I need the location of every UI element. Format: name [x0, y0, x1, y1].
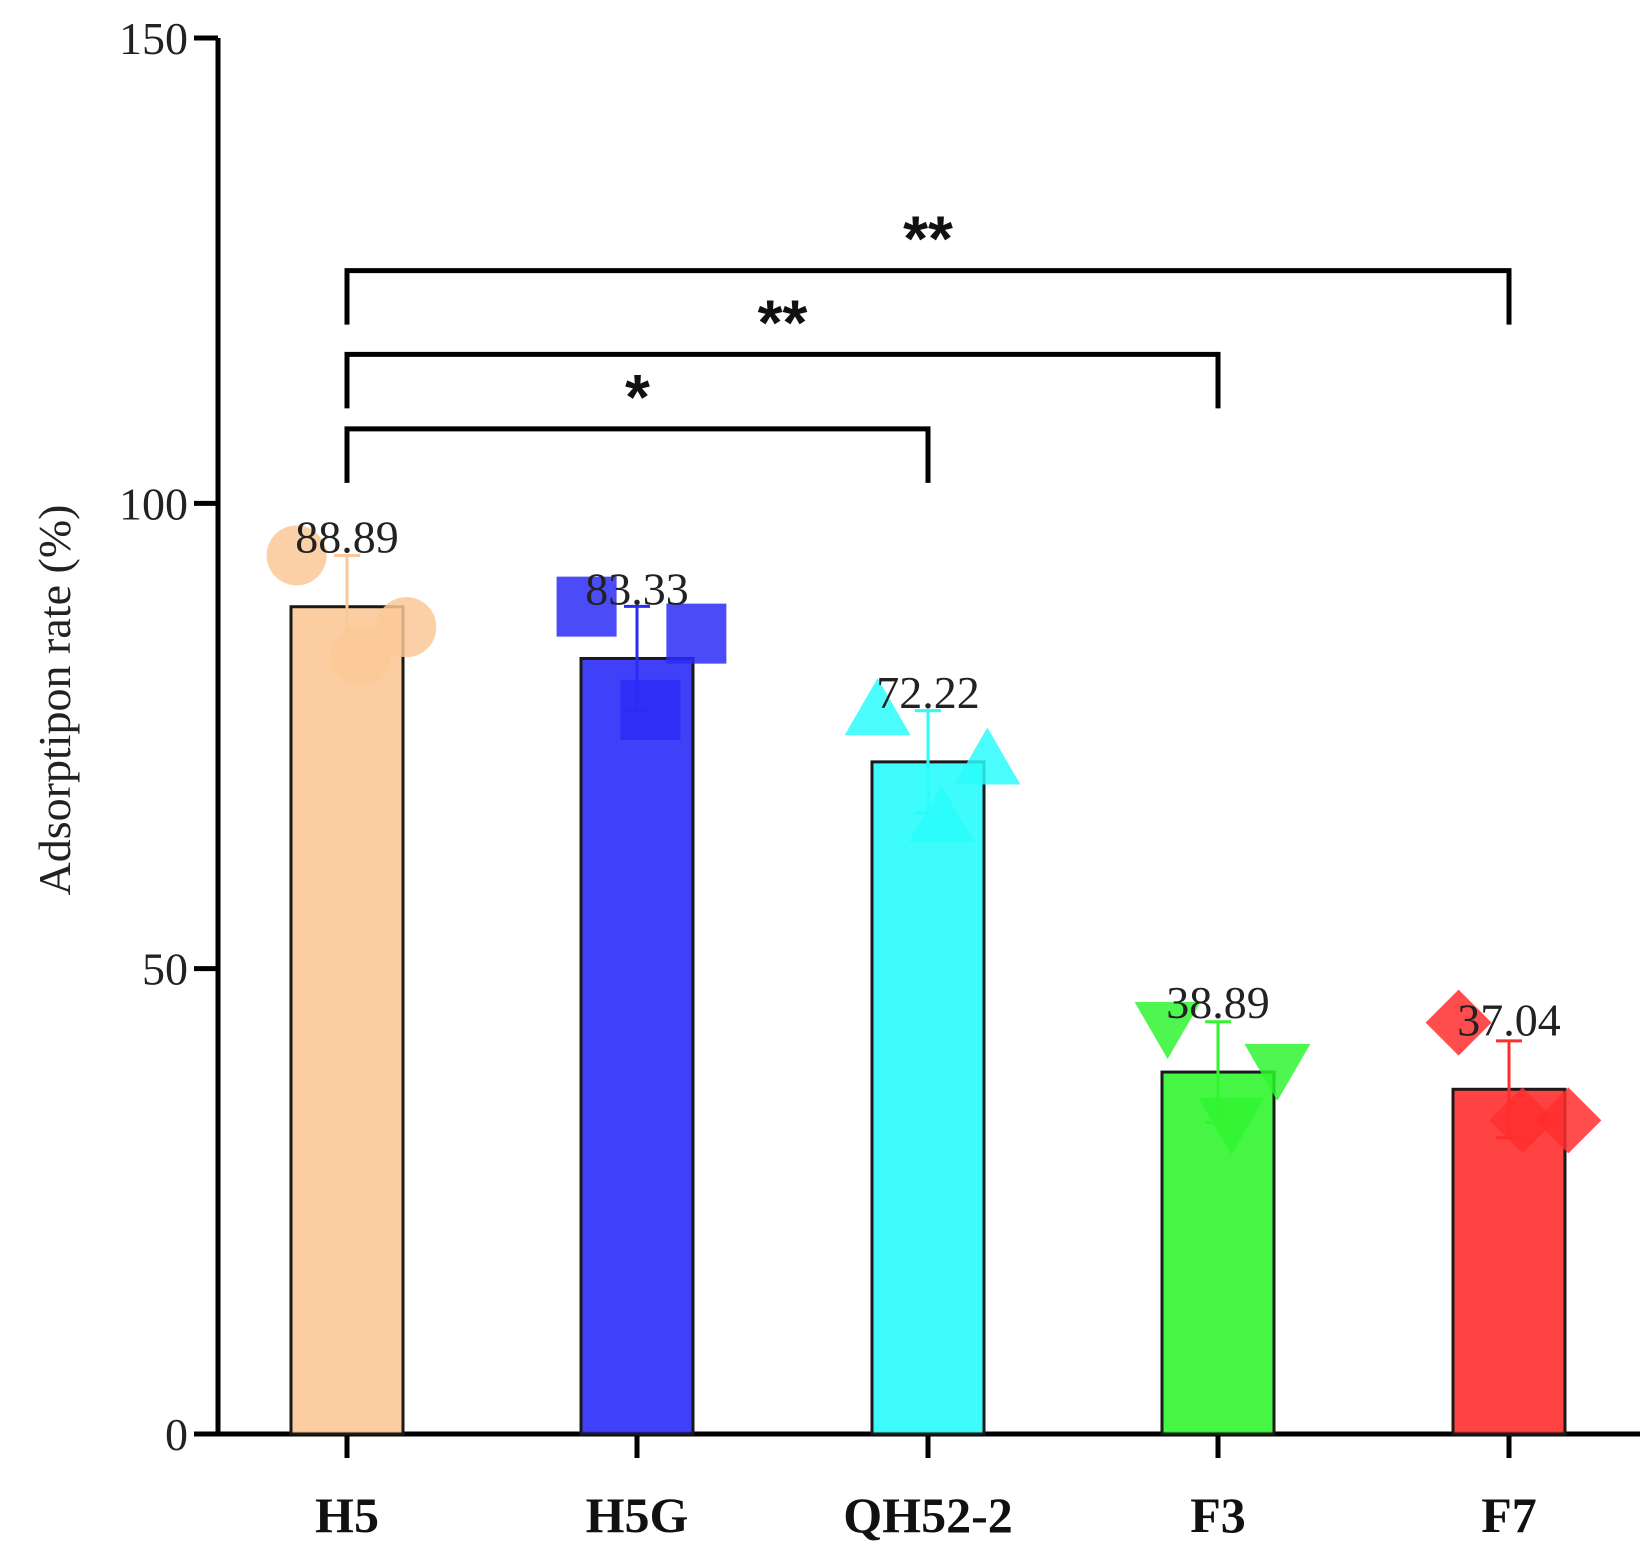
significance-bracket — [344, 426, 931, 483]
value-label: 37.04 — [1457, 994, 1561, 1045]
data-point — [330, 625, 391, 686]
y-tick-label: 0 — [165, 1409, 188, 1460]
data-point — [620, 679, 681, 740]
significance-label: * — [625, 361, 650, 433]
x-tick-label: F7 — [1481, 1487, 1537, 1543]
x-tick-label: F3 — [1190, 1487, 1246, 1543]
significance-bracket — [344, 351, 1221, 409]
y-axis-label: Adsorptipon rate (%) — [29, 505, 80, 896]
value-label: 83.33 — [585, 563, 689, 614]
x-tick-label: H5G — [586, 1487, 689, 1543]
data-point — [376, 597, 437, 658]
data-point — [1244, 1043, 1311, 1101]
significance-brackets: ***** — [344, 203, 1512, 483]
value-label: 38.89 — [1166, 977, 1270, 1028]
data-point — [908, 785, 975, 843]
data-point — [1198, 1097, 1265, 1155]
y-tick-label: 100 — [119, 478, 188, 529]
bar-qh52-2 — [870, 760, 986, 1436]
bar-f3 — [1160, 1070, 1276, 1436]
value-label: 72.22 — [876, 667, 980, 718]
significance-label: ** — [903, 203, 953, 275]
y-tick-label: 150 — [119, 13, 188, 64]
data-point — [1535, 1087, 1602, 1154]
data-point — [1489, 1087, 1556, 1154]
axes: 0 50 100 150 H5 H5G QH52-2 F3 F7 — [119, 13, 1640, 1543]
significance-bracket — [344, 268, 1512, 325]
significance-label: ** — [758, 286, 808, 358]
bar-h5 — [289, 605, 405, 1436]
bar-f7 — [1451, 1087, 1567, 1436]
x-tick-label: QH52-2 — [843, 1487, 1012, 1543]
bars: 88.89 83.33 72.22 38.89 37.04 — [266, 512, 1602, 1436]
data-point — [266, 525, 327, 586]
data-point — [666, 603, 727, 664]
x-tick-label: H5 — [315, 1487, 379, 1543]
y-tick-label: 50 — [142, 944, 188, 995]
data-point — [844, 678, 911, 736]
data-point — [1425, 989, 1492, 1056]
data-point — [954, 727, 1021, 785]
value-label: 88.89 — [295, 512, 399, 563]
data-point — [1134, 1002, 1201, 1060]
data-point — [556, 576, 617, 637]
bar-h5g — [579, 656, 695, 1436]
